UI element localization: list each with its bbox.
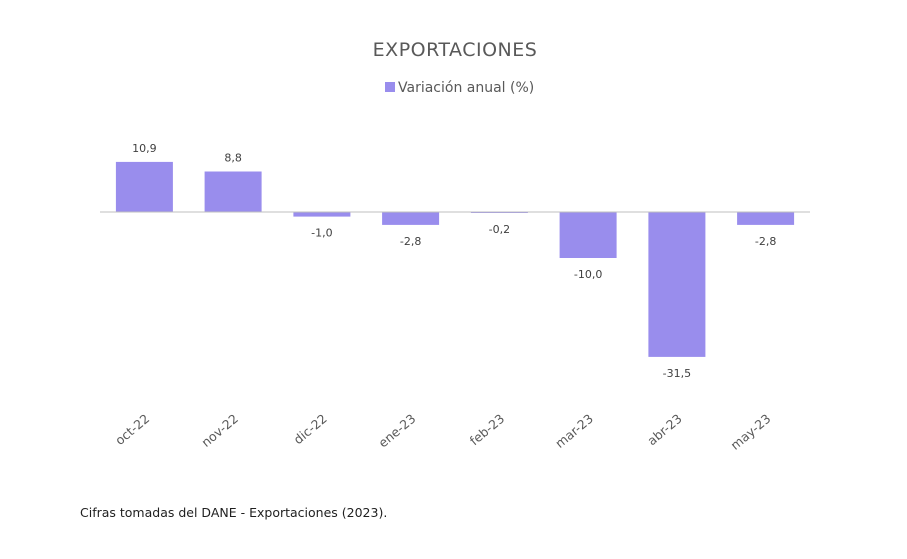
legend-swatch	[385, 82, 395, 92]
legend: Variación anual (%)	[385, 80, 534, 96]
data-label-may-23: -2,8	[755, 235, 776, 248]
tick-label-may-23: may-23	[728, 411, 774, 453]
data-label-feb-23: -0,2	[489, 223, 510, 236]
data-label-mar-23: -10,0	[574, 268, 602, 281]
tick-label-oct-22: oct-22	[112, 411, 152, 448]
tick-label-ene-23: ene-23	[375, 411, 418, 451]
data-label-nov-22: 8,8	[224, 152, 242, 165]
data-label-dic-22: -1,0	[311, 227, 332, 240]
bar-mar-23	[559, 212, 617, 258]
bar-oct-22	[115, 161, 173, 212]
data-label-ene-23: -2,8	[400, 235, 421, 248]
bar-may-23	[737, 212, 795, 225]
bar-nov-22	[204, 171, 262, 212]
tick-label-nov-22: nov-22	[198, 411, 241, 450]
legend-label: Variación anual (%)	[398, 80, 534, 96]
plot-area: 10,9 oct-22 8,8 nov-22 -1,0 dic-22 -2,8 ene-23 -…	[100, 142, 810, 453]
bar-ene-23	[382, 212, 440, 225]
data-label-oct-22: 10,9	[132, 142, 157, 155]
bar-dic-22	[293, 212, 351, 217]
chart-title: EXPORTACIONES	[373, 39, 538, 61]
tick-label-dic-22: dic-22	[291, 411, 330, 447]
source-note: Cifras tomadas del DANE - Exportaciones …	[80, 505, 388, 520]
tick-label-feb-23: feb-23	[467, 411, 508, 448]
bar-abr-23	[648, 212, 706, 357]
data-label-abr-23: -31,5	[663, 367, 691, 380]
tick-label-abr-23: abr-23	[644, 411, 685, 448]
tick-label-mar-23: mar-23	[552, 411, 596, 451]
